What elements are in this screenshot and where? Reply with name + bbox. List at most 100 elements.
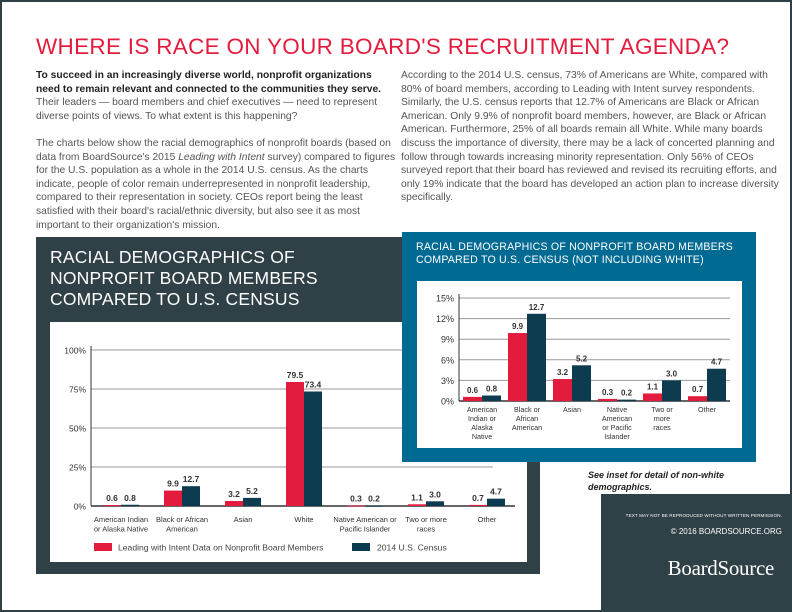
survey-name: Leading with Intent: [178, 151, 265, 163]
intro-paragraph-1: To succeed in an increasingly diverse wo…: [36, 69, 398, 123]
intro-p2-a: The charts below show the racial demogra…: [36, 137, 391, 163]
y-tick-label: 25%: [69, 463, 86, 473]
bar-census: [426, 501, 444, 506]
category-label: Other: [478, 515, 497, 524]
y-tick-label: 100%: [64, 346, 86, 356]
category-label: Asian: [234, 515, 253, 524]
data-label: 5.2: [246, 486, 258, 496]
bar-census: [121, 504, 139, 506]
bar-census: [572, 365, 591, 401]
category-label: Asian: [563, 405, 581, 414]
inset-chart-panel: RACIAL DEMOGRAPHICS OF NONPROFIT BOARD M…: [402, 232, 756, 462]
data-label: 3.2: [557, 368, 569, 377]
intro-lead: To succeed in an increasingly diverse wo…: [36, 70, 382, 95]
data-label: 79.5: [287, 370, 304, 380]
boardsource-logo[interactable]: BoardSource: [667, 556, 775, 580]
data-label: 0.3: [350, 494, 362, 504]
bar-board: [164, 490, 182, 506]
data-label: 0.8: [486, 385, 498, 394]
category-label: Native American or Pacific Islander: [602, 405, 632, 441]
category-label: American Indian or Alaska Native: [467, 405, 497, 441]
y-tick-label: 15%: [436, 294, 454, 304]
inset-note: See inset for detail of non-white demogr…: [588, 470, 725, 492]
main-chart: 0% 25% 50% 75% 100% 0.6 0.8 American Indian or A…: [64, 346, 515, 553]
bar-board: [463, 396, 482, 401]
data-label: 0.6: [467, 386, 479, 395]
data-label: 1.1: [647, 382, 659, 391]
bar-board: [508, 333, 527, 401]
y-tick-label: 50%: [69, 424, 86, 434]
category-label: Two or more races: [405, 515, 447, 533]
fine-print: TEXT MAY NOT BE REPRODUCED WITHOUT WRITT…: [625, 513, 782, 518]
y-tick-label: 12%: [436, 314, 454, 324]
bar-census: [487, 498, 505, 506]
copyright: © 2016 BOARDSOURCE.ORG: [670, 527, 782, 536]
data-label: 0.6: [106, 493, 118, 503]
bar-census: [662, 380, 681, 401]
inset-chart-area: 0% 3% 6% 9% 12% 15% 0.6 0.8 American Indian or Ala…: [417, 281, 742, 448]
main-chart-title: RACIAL DEMOGRAPHICS OF NONPROFIT BOARD M…: [50, 247, 318, 309]
data-label: 3.2: [228, 489, 240, 499]
data-label: 3.0: [666, 369, 678, 378]
legend-label-census: 2014 U.S. Census: [377, 543, 447, 553]
bar-census: [304, 391, 322, 506]
category-label: Two or more races: [651, 405, 673, 432]
bar-board: [286, 381, 304, 506]
bar-board: [103, 505, 121, 507]
data-label: 0.2: [621, 389, 633, 398]
data-label: 0.8: [124, 493, 136, 503]
legend-swatch-board: [94, 543, 112, 551]
census-text: According to the 2014 U.S. census, 73% o…: [401, 70, 779, 204]
data-label: 0.7: [472, 493, 484, 503]
page-title: WHERE IS RACE ON YOUR BOARD'S RECRUITMEN…: [36, 34, 730, 59]
intro-text: To succeed in an increasingly diverse wo…: [36, 69, 398, 232]
data-label: 9.9: [512, 322, 524, 331]
data-label: 4.7: [490, 487, 502, 497]
bar-board: [643, 393, 662, 401]
category-label: Black or African American: [512, 405, 542, 432]
y-tick-label: 6%: [441, 355, 454, 365]
bar-board: [408, 504, 426, 506]
bar-board: [598, 398, 617, 401]
category-label: Other: [698, 405, 717, 414]
bar-board: [469, 504, 487, 506]
y-tick-label: 0%: [74, 502, 87, 512]
y-tick-label: 75%: [69, 385, 86, 395]
inset-chart: 0% 3% 6% 9% 12% 15% 0.6 0.8 American Indian or Ala…: [436, 294, 730, 441]
bar-census: [617, 399, 636, 401]
legend-swatch-census: [352, 543, 370, 551]
data-label: 0.2: [368, 494, 380, 504]
bar-census: [243, 497, 261, 506]
data-label: 3.0: [429, 489, 441, 499]
bar-census: [182, 486, 200, 506]
bar-census: [365, 505, 383, 507]
data-label: 1.1: [411, 492, 423, 502]
data-label: 73.4: [305, 379, 322, 389]
data-label: 0.3: [602, 388, 614, 397]
bar-census: [527, 313, 546, 401]
data-label: 12.7: [183, 474, 200, 484]
data-label: 12.7: [529, 303, 545, 312]
category-label: White: [294, 515, 313, 524]
y-tick-label: 3%: [441, 376, 454, 386]
legend-label-board: Leading with Intent Data on Nonprofit Bo…: [118, 543, 323, 553]
intro-paragraph-2: The charts below show the racial demogra…: [36, 137, 398, 232]
inset-chart-title: RACIAL DEMOGRAPHICS OF NONPROFIT BOARD M…: [416, 241, 734, 266]
y-tick-label: 9%: [441, 335, 454, 345]
data-label: 5.2: [576, 354, 588, 363]
footer: TEXT MAY NOT BE REPRODUCED WITHOUT WRITT…: [601, 494, 792, 612]
bar-board: [347, 505, 365, 507]
category-label: American Indian or Alaska Native: [94, 515, 148, 533]
data-label: 9.9: [167, 479, 179, 489]
bar-census: [482, 395, 501, 401]
data-label: 4.7: [711, 358, 723, 367]
data-label: 0.7: [692, 385, 704, 394]
bar-board: [688, 396, 707, 401]
bar-census: [707, 368, 726, 401]
intro-rest: Their leaders — board members and chief …: [36, 97, 378, 122]
bar-board: [225, 501, 243, 506]
intro-p2-b: survey) compared to figures for the U.S.…: [36, 151, 396, 231]
category-label: Black or African American: [156, 515, 208, 533]
y-tick-label: 0%: [441, 397, 454, 407]
category-label: Native American or Pacific Islander: [333, 515, 397, 533]
